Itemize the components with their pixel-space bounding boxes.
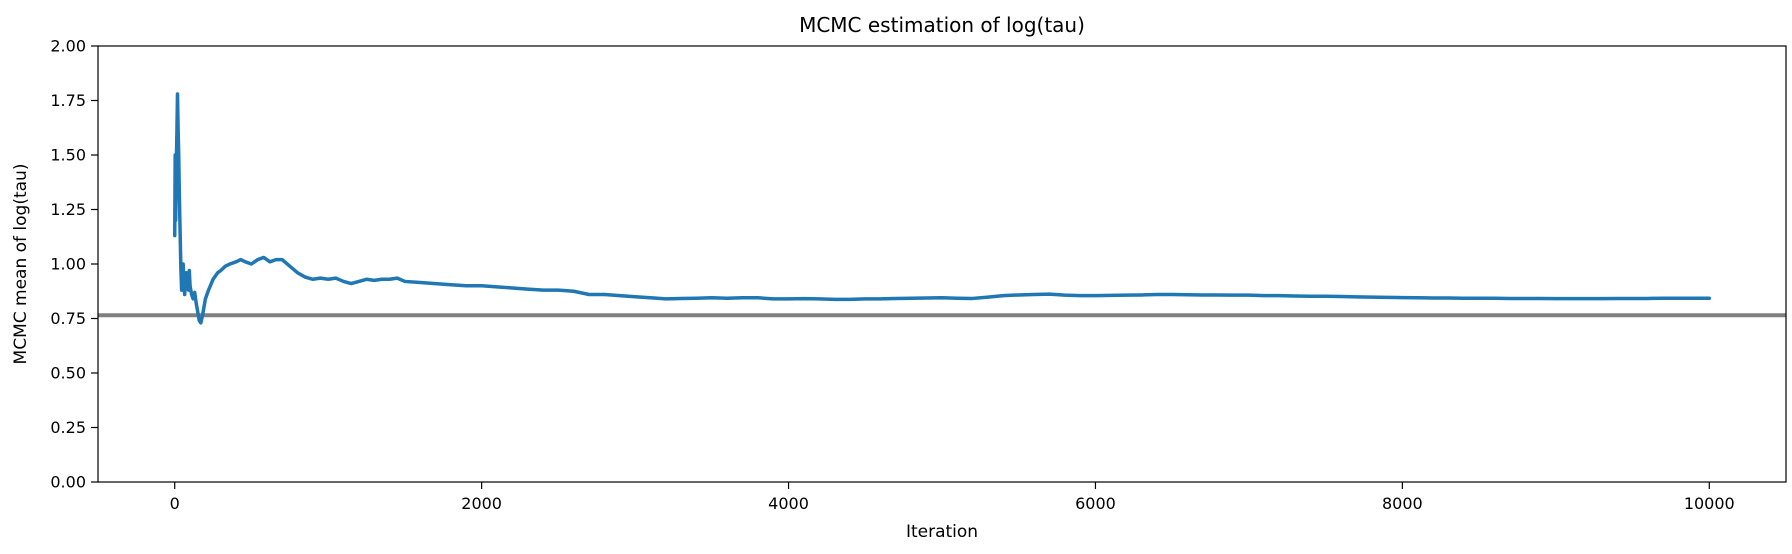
x-tick-label: 6000 [1075,494,1116,513]
y-ticks: 0.00 0.25 0.50 0.75 1.00 1.25 1.50 1.75 2.00 [50,37,98,492]
y-tick-label: 1.25 [50,200,86,219]
x-tick-label: 0 [170,494,180,513]
plot-area [98,46,1786,482]
x-tick-label: 10000 [1684,494,1735,513]
chart-title: MCMC estimation of log(tau) [799,13,1085,37]
x-tick-label: 8000 [1382,494,1423,513]
y-tick-label: 2.00 [50,37,86,56]
x-axis-label: Iteration [906,522,978,542]
y-tick-label: 1.50 [50,146,86,165]
x-tick-label: 4000 [768,494,809,513]
x-tick-label: 2000 [461,494,502,513]
x-ticks: 0 2000 4000 6000 8000 10000 [170,482,1735,513]
y-axis-label: MCMC mean of log(tau) [11,164,31,365]
series-line [172,92,1712,325]
y-tick-label: 0.50 [50,364,86,383]
y-tick-label: 1.00 [50,255,86,274]
plot-frame [97,45,1787,483]
y-tick-label: 0.75 [50,309,86,328]
y-tick-label: 0.00 [50,473,86,492]
y-tick-label: 1.75 [50,91,86,110]
y-tick-label: 0.25 [50,418,86,437]
